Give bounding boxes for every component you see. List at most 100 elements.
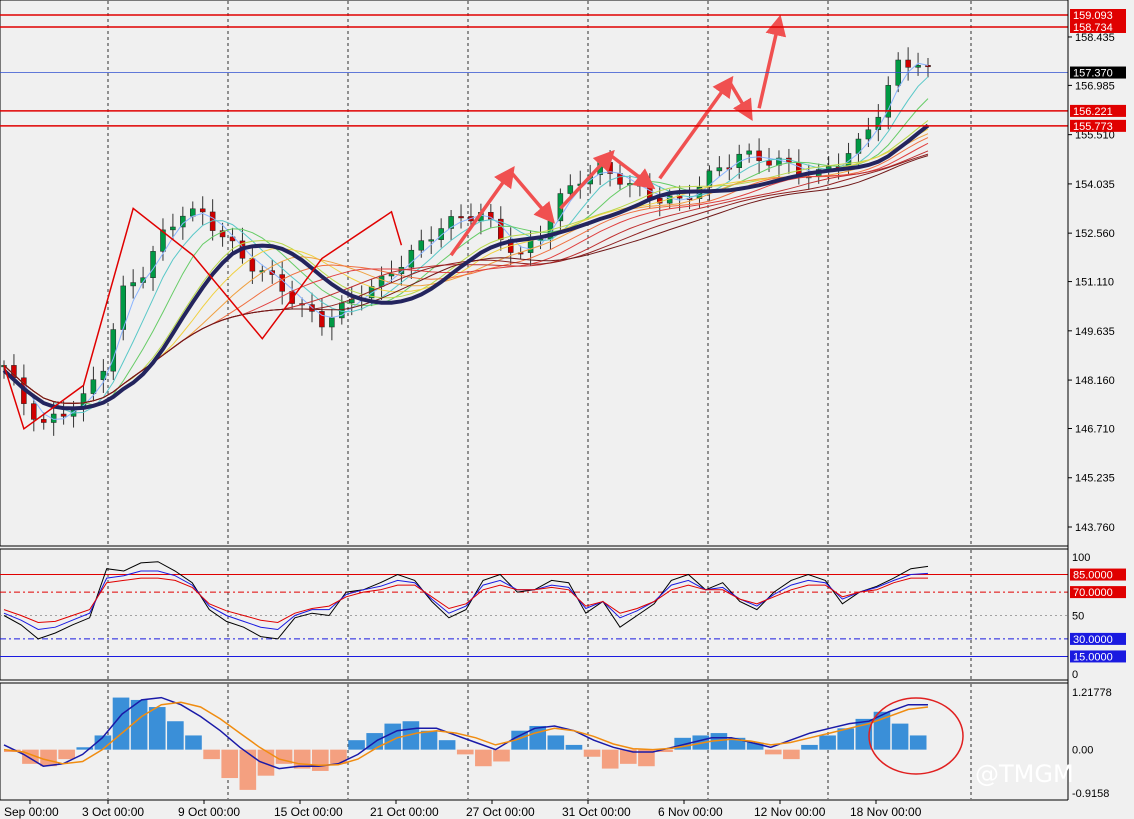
time-tick-label: 31 Oct 00:00 bbox=[562, 805, 631, 819]
level-tag bbox=[1070, 9, 1126, 21]
macd-histogram-bar bbox=[167, 721, 184, 750]
candle-body bbox=[408, 249, 415, 268]
osc-level-tag-label: 85.0000 bbox=[1073, 570, 1113, 582]
time-tick-label: 27 Oct 00:00 bbox=[466, 805, 535, 819]
osc-series-line bbox=[3, 561, 929, 640]
forecast-arrow bbox=[609, 153, 656, 190]
candle-body bbox=[418, 240, 425, 251]
macd-histogram-bar bbox=[438, 740, 456, 750]
macd-signal-line bbox=[3, 701, 929, 767]
candle-body bbox=[110, 329, 117, 372]
price-tick-label: 143.760 bbox=[1075, 522, 1115, 534]
macd-tick-label: -0.9158 bbox=[1072, 788, 1109, 800]
level-tag-label: 157.370 bbox=[1073, 68, 1113, 80]
trend-ma-line bbox=[2, 123, 930, 411]
candle-body bbox=[160, 229, 166, 252]
price-axis-bg bbox=[1068, 0, 1134, 819]
price-tick-label: 154.035 bbox=[1075, 179, 1115, 191]
candle-body bbox=[40, 419, 47, 423]
osc-series-line bbox=[3, 577, 928, 624]
macd-main-line bbox=[3, 696, 928, 770]
candle-body bbox=[885, 85, 892, 118]
macd-tick-label: 1.21778 bbox=[1072, 687, 1112, 699]
macd-pane[interactable] bbox=[3, 696, 929, 790]
highlight-circle bbox=[868, 697, 964, 775]
candle-body bbox=[706, 170, 713, 188]
time-tick-label: 6 Nov 00:00 bbox=[658, 805, 723, 819]
candle-body bbox=[756, 150, 762, 161]
candle-body bbox=[448, 216, 454, 229]
price-tick-label: 148.160 bbox=[1075, 375, 1115, 387]
osc-tick-label: 0 bbox=[1072, 669, 1078, 681]
macd-histogram-bar bbox=[909, 735, 927, 750]
time-tick-label: Sep 00:00 bbox=[4, 805, 59, 819]
macd-histogram-bar bbox=[746, 742, 764, 750]
pane-2 bbox=[0, 548, 1069, 681]
candle-body bbox=[209, 211, 216, 231]
candle-body bbox=[279, 274, 285, 292]
price-tick-label: 152.560 bbox=[1075, 228, 1115, 240]
osc-level-tag-label: 15.0000 bbox=[1073, 651, 1113, 663]
level-tag bbox=[1070, 119, 1126, 132]
candle-body bbox=[458, 216, 464, 219]
candle-body bbox=[60, 413, 67, 417]
candle-body bbox=[617, 173, 623, 185]
ma-ribbon-line bbox=[3, 120, 929, 404]
time-tick-label: 15 Oct 00:00 bbox=[274, 805, 343, 819]
level-tag-label: 158.734 bbox=[1073, 22, 1113, 34]
macd-histogram-bar bbox=[891, 723, 909, 750]
candle-body bbox=[329, 317, 335, 328]
oscillator-pane[interactable] bbox=[0, 561, 1068, 657]
price-tick-label: 158.435 bbox=[1075, 32, 1115, 44]
price-pane[interactable] bbox=[0, 14, 1068, 436]
candle-body bbox=[388, 273, 395, 277]
ma-ribbon-line bbox=[3, 76, 929, 414]
candle-body bbox=[498, 218, 504, 240]
macd-histogram-bar bbox=[638, 749, 655, 767]
macd-histogram-bar bbox=[58, 749, 75, 760]
macd-histogram-bar bbox=[148, 707, 166, 750]
candle-body bbox=[378, 275, 385, 287]
time-tick-label: 12 Nov 00:00 bbox=[754, 805, 826, 819]
level-tag bbox=[1070, 20, 1126, 33]
macd-histogram-bar bbox=[257, 749, 275, 776]
candle-body bbox=[31, 403, 37, 420]
candle-body bbox=[190, 208, 196, 217]
forecast-arrow bbox=[559, 149, 615, 210]
macd-histogram-bar bbox=[583, 749, 601, 757]
macd-histogram-bar bbox=[203, 749, 220, 760]
time-tick-label: 9 Oct 00:00 bbox=[178, 805, 240, 819]
candle-body bbox=[199, 208, 206, 213]
macd-histogram-bar bbox=[801, 744, 818, 750]
level-tag-label: 155.773 bbox=[1073, 121, 1113, 133]
osc-level-tag-label: 30.0000 bbox=[1073, 634, 1113, 646]
macd-histogram-bar bbox=[547, 735, 565, 750]
ma-ribbon-line bbox=[3, 98, 929, 406]
osc-level-tag bbox=[1070, 568, 1126, 581]
candle-body bbox=[865, 129, 872, 140]
price-tick-label: 149.635 bbox=[1075, 326, 1115, 338]
osc-tick-label: 100 bbox=[1072, 552, 1090, 564]
osc-level-tag bbox=[1070, 632, 1126, 645]
macd-histogram-bar bbox=[837, 728, 855, 750]
candle-body bbox=[527, 239, 534, 253]
macd-histogram-bar bbox=[384, 723, 402, 750]
macd-histogram-bar bbox=[819, 735, 836, 750]
price-tick-label: 151.110 bbox=[1075, 277, 1114, 289]
candle-body bbox=[915, 65, 921, 68]
candle-body bbox=[647, 185, 653, 199]
candle-body bbox=[716, 167, 723, 172]
time-tick-label: 18 Nov 00:00 bbox=[850, 805, 922, 819]
candle-body bbox=[438, 228, 444, 240]
osc-level-tag-label: 70.0000 bbox=[1073, 587, 1113, 599]
candle-body bbox=[130, 282, 136, 287]
macd-histogram-bar bbox=[783, 749, 800, 760]
watermark: @TMGM bbox=[975, 760, 1074, 788]
macd-histogram-bar bbox=[221, 749, 239, 779]
macd-histogram-bar bbox=[565, 744, 583, 750]
candle-body bbox=[319, 311, 325, 328]
macd-histogram-bar bbox=[420, 730, 438, 750]
pane-1 bbox=[0, 0, 1069, 547]
macd-histogram-bar bbox=[130, 699, 148, 750]
